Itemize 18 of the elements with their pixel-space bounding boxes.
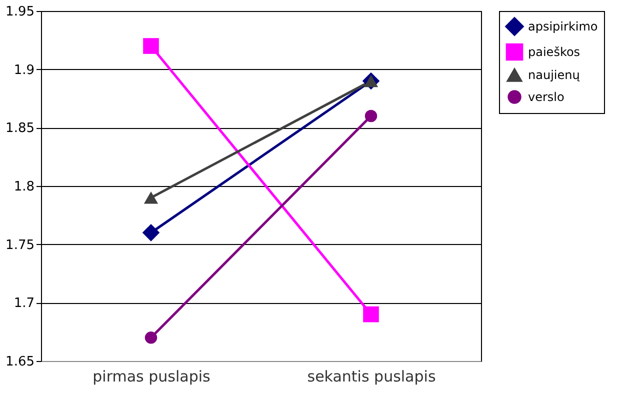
legend-label: apsipirkimo	[528, 20, 598, 34]
point	[143, 38, 159, 54]
y-tick-label: 1.65	[6, 354, 34, 370]
point	[363, 306, 379, 322]
legend-label: paieškos	[528, 45, 580, 59]
legend-label: naujienų	[528, 68, 580, 82]
point	[364, 110, 378, 122]
y-tick-label: 1.9	[14, 62, 34, 78]
point	[144, 332, 158, 344]
y-tick-label: 1.75	[6, 238, 34, 253]
y-tick-label: 1.85	[6, 121, 34, 136]
x-tick-label: sekantis puslapis	[307, 368, 436, 386]
y-tick-label: 1.95	[6, 4, 34, 20]
legend-label: verslo	[528, 90, 564, 104]
point	[142, 224, 160, 242]
y-tick-label: 1.7	[14, 296, 34, 312]
y-tick-label: 1.8	[14, 180, 34, 194]
x-tick-label: pirmas puslapis	[92, 368, 211, 386]
